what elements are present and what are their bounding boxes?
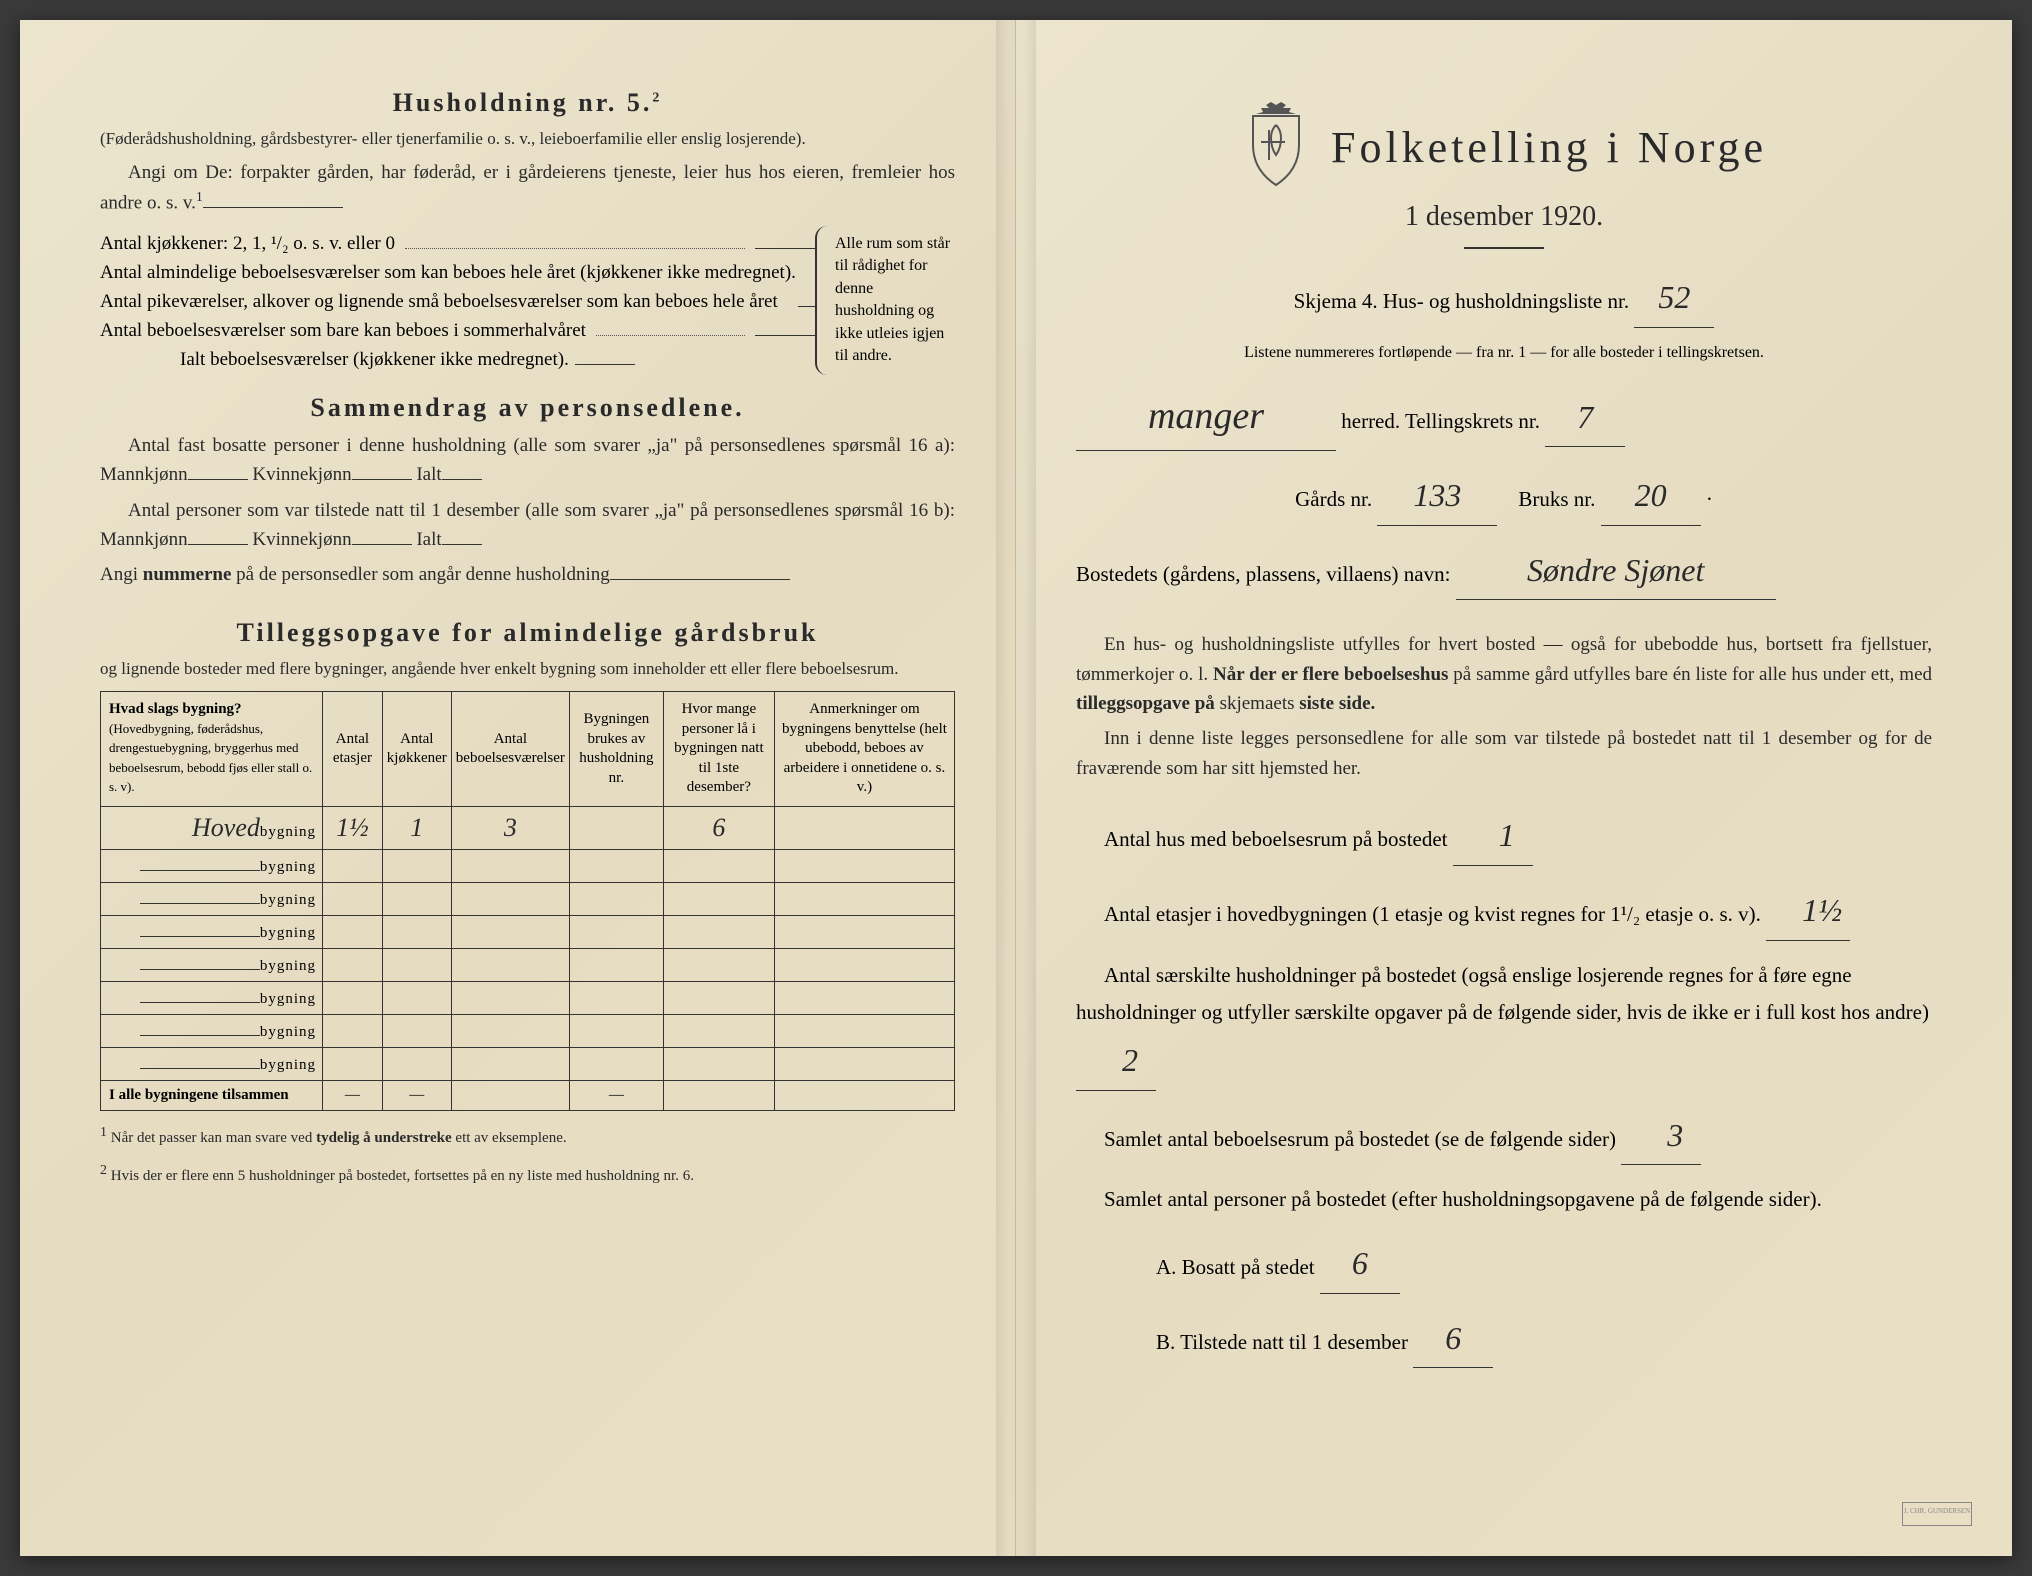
q4-line: Samlet antal beboelsesrum på bostedet (s… [1076, 1107, 1932, 1166]
footnote-1: 1 Når det passer kan man svare ved tydel… [100, 1123, 955, 1149]
buildings-table: Hvad slags bygning? (Hovedbygning, føder… [100, 691, 955, 1111]
kitchen-line: Antal kjøkkener: 2, 1, ¹/₂ o. s. v. elle… [100, 230, 815, 255]
th-type: Hvad slags bygning? (Hovedbygning, føder… [101, 692, 323, 807]
q2-line: Antal etasjer i hovedbygningen (1 etasje… [1076, 882, 1932, 941]
th-brukes: Bygningen brukes av husholdning nr. [569, 692, 663, 807]
right-page: Folketelling i Norge 1 desember 1920. Sk… [1016, 20, 2012, 1556]
para1: En hus- og husholdningsliste utfylles fo… [1076, 630, 1932, 718]
q1-line: Antal hus med beboelsesrum på bostedet 1 [1076, 807, 1932, 866]
sammendrag-line1: Antal fast bosatte personer i denne hush… [100, 431, 955, 490]
sammendrag-title: Sammendrag av personsedlene. [100, 393, 955, 423]
printer-stamp: J. CHR. GUNDERSEN [1902, 1502, 1972, 1526]
q5-line: Samlet antal personer på bostedet (efter… [1076, 1181, 1932, 1219]
sammendrag-line2: Antal personer som var tilstede natt til… [100, 496, 955, 555]
brace-note: Alle rum som står til rådighet for denne… [815, 226, 955, 375]
table-row: bygning [101, 849, 955, 882]
qB-line: B. Tilstede natt til 1 desember 6 [1156, 1310, 1932, 1369]
bosted-line: Bostedets (gårdens, plassens, villaens) … [1076, 542, 1932, 601]
husholdning-title: Husholdning nr. 5.2 [100, 88, 955, 118]
husholdning-note: (Føderådshusholdning, gårdsbestyrer- ell… [100, 126, 955, 152]
table-row: bygning [101, 882, 955, 915]
rooms-block: Antal kjøkkener: 2, 1, ¹/₂ o. s. v. elle… [100, 226, 955, 375]
main-title: Folketelling i Norge [1331, 122, 1767, 173]
total-rooms-line: Ialt beboelsesværelser (kjøkkener ikke m… [180, 346, 815, 371]
table-row: bygning [101, 1047, 955, 1080]
footnote-2: 2 Hvis der er flere enn 5 husholdninger … [100, 1161, 955, 1187]
room-line-3: Antal beboelsesværelser som bare kan beb… [100, 317, 815, 342]
room-line-2: Antal pikeværelser, alkover og lignende … [100, 288, 815, 313]
th-etasjer: Antal etasjer [323, 692, 383, 807]
subtitle-date: 1 desember 1920. [1076, 201, 1932, 233]
title-rule [1464, 247, 1544, 249]
para2: Inn i denne liste legges personsedlene f… [1076, 724, 1932, 783]
table-header-row: Hvad slags bygning? (Hovedbygning, føder… [101, 692, 955, 807]
herred-line: manger herred. Tellingskrets nr. 7 [1076, 382, 1932, 451]
table-row: bygning [101, 948, 955, 981]
room-line-1: Antal almindelige beboelsesværelser som … [100, 259, 815, 284]
document-spread: Husholdning nr. 5.2 (Føderådshusholdning… [20, 20, 2012, 1556]
th-personer: Hvor mange personer lå i bygningen natt … [663, 692, 774, 807]
tillegg-title: Tilleggsopgave for almindelige gårdsbruk [100, 618, 955, 648]
q3-line: Antal særskilte husholdninger på bostede… [1076, 957, 1932, 1091]
left-page: Husholdning nr. 5.2 (Føderådshusholdning… [20, 20, 1016, 1556]
skjema-line: Skjema 4. Hus- og husholdningsliste nr. … [1076, 269, 1932, 328]
caption-line: Listene nummereres fortløpende — fra nr.… [1076, 344, 1932, 362]
title-block: Folketelling i Norge 1 desember 1920. [1076, 100, 1932, 249]
th-kjokkener: Antal kjøkkener [382, 692, 451, 807]
table-row: bygning [101, 981, 955, 1014]
table-row: bygning [101, 915, 955, 948]
angi-nummer-line: Angi nummerne på de personsedler som ang… [100, 560, 955, 589]
gards-line: Gårds nr. 133 Bruks nr. 20 · [1076, 467, 1932, 526]
crest-icon [1241, 100, 1311, 195]
th-beboelse: Antal beboelsesværelser [451, 692, 569, 807]
tillegg-sub: og lignende bosteder med flere bygninger… [100, 656, 955, 682]
table-row: bygning [101, 1014, 955, 1047]
th-anm: Anmerkninger om bygningens benyttelse (h… [774, 692, 954, 807]
qA-line: A. Bosatt på stedet 6 [1156, 1235, 1932, 1294]
angi-text: Angi om De: forpakter gården, har føderå… [100, 158, 955, 218]
table-totals-row: I alle bygningene tilsammen ——— [101, 1080, 955, 1110]
table-row: Hovedbygning 1½ 1 3 6 [101, 806, 955, 849]
